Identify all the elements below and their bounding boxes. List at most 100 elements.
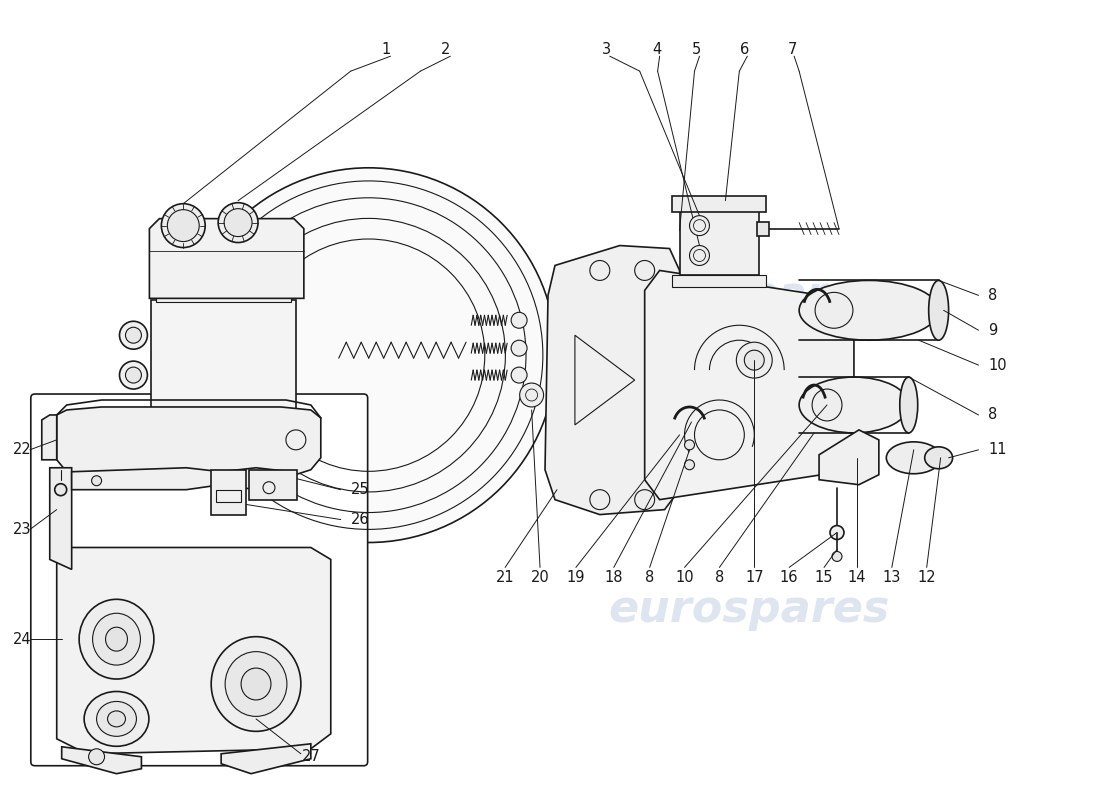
Text: 7: 7 xyxy=(788,42,796,57)
Circle shape xyxy=(240,432,252,444)
Polygon shape xyxy=(645,270,854,500)
Circle shape xyxy=(590,261,609,281)
Text: 27: 27 xyxy=(301,750,320,764)
Circle shape xyxy=(512,312,527,328)
Text: eurospares: eurospares xyxy=(618,274,881,316)
Ellipse shape xyxy=(211,637,301,731)
Circle shape xyxy=(512,367,527,383)
Text: 9: 9 xyxy=(989,322,998,338)
Circle shape xyxy=(120,361,147,389)
Ellipse shape xyxy=(928,281,948,340)
Circle shape xyxy=(218,202,258,242)
Circle shape xyxy=(182,168,556,542)
Ellipse shape xyxy=(79,599,154,679)
Ellipse shape xyxy=(887,442,942,474)
Text: 4: 4 xyxy=(652,42,661,57)
Circle shape xyxy=(55,484,67,496)
Text: 21: 21 xyxy=(496,570,515,585)
Text: 8: 8 xyxy=(715,570,724,585)
Circle shape xyxy=(89,749,104,765)
Circle shape xyxy=(736,342,772,378)
Bar xyxy=(211,470,246,514)
Text: 19: 19 xyxy=(566,570,585,585)
Circle shape xyxy=(519,383,543,407)
Circle shape xyxy=(224,209,252,237)
Polygon shape xyxy=(757,222,769,235)
Bar xyxy=(249,470,297,500)
Text: 22: 22 xyxy=(12,442,31,458)
Polygon shape xyxy=(50,468,72,570)
Text: 23: 23 xyxy=(12,522,31,537)
Text: 12: 12 xyxy=(917,570,936,585)
Bar xyxy=(156,288,290,302)
Text: 26: 26 xyxy=(351,512,370,527)
Circle shape xyxy=(125,367,142,383)
Text: 25: 25 xyxy=(351,482,370,497)
Text: 17: 17 xyxy=(745,570,763,585)
Circle shape xyxy=(745,350,764,370)
Text: 18: 18 xyxy=(605,570,623,585)
Circle shape xyxy=(512,340,527,356)
Circle shape xyxy=(162,204,206,247)
Circle shape xyxy=(635,261,654,281)
Polygon shape xyxy=(820,430,879,485)
Text: eurospares: eurospares xyxy=(164,339,428,381)
Text: 11: 11 xyxy=(989,442,1006,458)
Polygon shape xyxy=(544,246,680,514)
Ellipse shape xyxy=(84,691,148,746)
Circle shape xyxy=(236,415,256,435)
Ellipse shape xyxy=(97,702,136,736)
Text: 3: 3 xyxy=(602,42,612,57)
Text: 8: 8 xyxy=(645,570,654,585)
Circle shape xyxy=(590,490,609,510)
Circle shape xyxy=(125,327,142,343)
Text: 10: 10 xyxy=(989,358,1008,373)
Text: 5: 5 xyxy=(692,42,701,57)
Text: eurospares: eurospares xyxy=(608,588,890,630)
Text: 16: 16 xyxy=(780,570,799,585)
Text: 8: 8 xyxy=(989,407,998,422)
Circle shape xyxy=(177,432,189,444)
Ellipse shape xyxy=(92,614,141,665)
Circle shape xyxy=(174,415,194,435)
Polygon shape xyxy=(62,746,142,774)
Polygon shape xyxy=(680,206,759,275)
Ellipse shape xyxy=(812,389,842,421)
Polygon shape xyxy=(150,218,304,298)
Circle shape xyxy=(91,476,101,486)
Polygon shape xyxy=(72,468,290,490)
Bar xyxy=(672,275,767,287)
Text: 1: 1 xyxy=(381,42,390,57)
Ellipse shape xyxy=(108,711,125,727)
Circle shape xyxy=(690,216,710,235)
Circle shape xyxy=(830,526,844,539)
Polygon shape xyxy=(221,744,311,774)
Polygon shape xyxy=(57,407,321,478)
Text: 20: 20 xyxy=(530,570,549,585)
Text: 10: 10 xyxy=(675,570,694,585)
Text: 13: 13 xyxy=(882,570,901,585)
Bar xyxy=(217,490,241,502)
Text: 6: 6 xyxy=(739,42,749,57)
Polygon shape xyxy=(42,415,57,460)
Polygon shape xyxy=(57,547,331,754)
Ellipse shape xyxy=(925,447,953,469)
Circle shape xyxy=(684,460,694,470)
FancyBboxPatch shape xyxy=(31,394,367,766)
Circle shape xyxy=(167,210,199,242)
Circle shape xyxy=(684,440,694,450)
Ellipse shape xyxy=(799,281,938,340)
Text: 15: 15 xyxy=(815,570,834,585)
Text: eurospares: eurospares xyxy=(77,567,235,591)
Text: 24: 24 xyxy=(12,632,31,646)
Bar xyxy=(672,196,767,212)
Ellipse shape xyxy=(241,668,271,700)
Ellipse shape xyxy=(900,377,917,433)
Ellipse shape xyxy=(106,627,128,651)
Circle shape xyxy=(832,551,842,562)
Ellipse shape xyxy=(815,292,852,328)
Ellipse shape xyxy=(799,377,909,433)
Circle shape xyxy=(690,246,710,266)
Circle shape xyxy=(120,322,147,349)
Circle shape xyxy=(635,490,654,510)
